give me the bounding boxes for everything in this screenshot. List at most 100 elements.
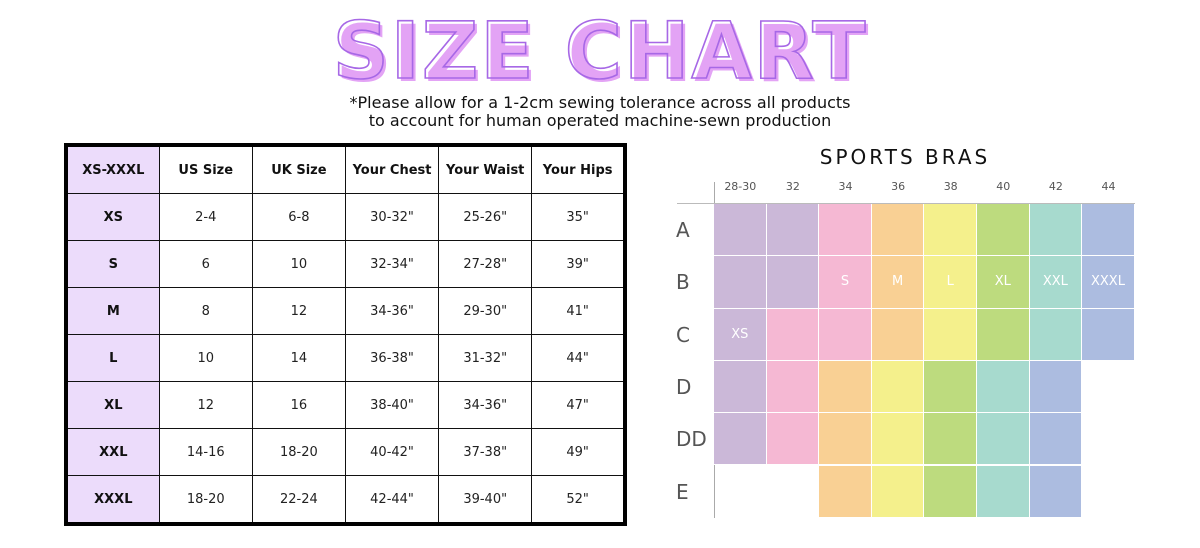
tolerance-note: *Please allow for a 1-2cm sewing toleran… xyxy=(0,94,1200,130)
cup-size-label: A xyxy=(676,218,690,242)
size-label-cell: XXL xyxy=(65,428,160,476)
size-cell-xxxl: XXXL xyxy=(1082,256,1135,309)
page-title: SIZE CHART SIZE CHART xyxy=(332,7,869,97)
table-cell: 37-38" xyxy=(438,428,533,476)
table-cell: 14 xyxy=(251,334,346,382)
header-us-size: US Size xyxy=(158,144,253,194)
size-cell-xs xyxy=(714,204,767,257)
title-area: SIZE CHART SIZE CHART xyxy=(0,7,1200,97)
band-size-label: 28-30 xyxy=(724,180,757,193)
table-header-row: XS-XXXL US Size UK Size Your Chest Your … xyxy=(65,144,626,194)
header-uk-size: UK Size xyxy=(251,144,346,194)
size-cell-s xyxy=(766,413,820,466)
table-cell: 52" xyxy=(531,475,626,525)
table-cell: 12 xyxy=(251,287,346,335)
table-cell: 12 xyxy=(158,381,253,429)
table-row: L 10 14 36-38" 31-32" 44" xyxy=(65,334,626,382)
size-cell-xxl: XXL xyxy=(1029,256,1083,309)
table-row: M 8 12 34-36" 29-30" 41" xyxy=(65,287,626,335)
cup-size-label: D xyxy=(676,374,692,399)
table-cell: 39" xyxy=(531,240,626,288)
size-cell-xxxl xyxy=(1029,465,1083,518)
size-cell-xs xyxy=(714,256,767,309)
table-cell: 22-24 xyxy=(251,475,346,525)
table-cell: 10 xyxy=(158,334,253,382)
size-cell-l xyxy=(871,465,925,518)
table-cell: 16 xyxy=(251,381,346,429)
cup-size-label: B xyxy=(676,270,690,295)
size-cell-m xyxy=(819,465,872,518)
size-cell-m xyxy=(871,204,925,257)
cup-size-label: DD xyxy=(676,427,707,452)
size-label-cell: XL xyxy=(65,381,160,429)
page-title-fill: SIZE CHART xyxy=(335,10,871,100)
tolerance-note-line2: to account for human operated machine-se… xyxy=(368,111,832,130)
sports-bras-title: SPORTS BRAS xyxy=(819,145,991,169)
table-cell: 30-32" xyxy=(344,193,440,241)
table-cell: 34-36" xyxy=(344,287,440,335)
band-size-label: 32 xyxy=(785,180,800,193)
table-cell: 18-20 xyxy=(251,428,346,476)
table-cell: 8 xyxy=(158,287,253,335)
band-size-label: 42 xyxy=(1048,180,1063,193)
header-hips: Your Hips xyxy=(531,144,626,194)
size-cell-xxxl xyxy=(1029,413,1083,466)
table-cell: 39-40" xyxy=(438,475,533,525)
size-cell-xxl xyxy=(977,465,1030,518)
table-cell: 25-26" xyxy=(438,193,533,241)
table-cell: 44" xyxy=(531,334,626,382)
size-cell-s: S xyxy=(819,256,872,309)
band-size-label: 44 xyxy=(1101,180,1116,193)
size-cell-xxl xyxy=(977,413,1030,466)
table-cell: 35" xyxy=(531,193,626,241)
table-cell: 49" xyxy=(531,428,626,476)
table-cell: 42-44" xyxy=(344,475,440,525)
band-size-label: 34 xyxy=(838,180,853,193)
size-cell-xl xyxy=(924,413,977,466)
band-size-label: 38 xyxy=(943,180,958,193)
size-label-cell: XS xyxy=(65,193,160,241)
tolerance-note-line1: *Please allow for a 1-2cm sewing toleran… xyxy=(349,93,851,112)
size-cell-xl xyxy=(977,308,1030,361)
table-cell: 6 xyxy=(158,240,253,288)
size-cell-m: M xyxy=(871,256,925,309)
size-cell-xl xyxy=(924,465,977,518)
header-chest: Your Chest xyxy=(344,144,440,194)
table-cell: 14-16 xyxy=(158,428,253,476)
size-cell-xs xyxy=(766,256,820,309)
table-cell: 38-40" xyxy=(344,381,440,429)
size-cell-l xyxy=(871,413,925,466)
size-cell-l xyxy=(871,360,925,414)
cup-size-label: C xyxy=(676,322,690,347)
size-cell-xl xyxy=(924,360,977,414)
size-cell-xl xyxy=(977,204,1030,257)
size-cell-s xyxy=(819,204,872,257)
table-row: XL 12 16 38-40" 34-36" 47" xyxy=(65,381,626,429)
table-cell: 34-36" xyxy=(438,381,533,429)
size-label-cell: S xyxy=(65,240,160,288)
header-size-range: XS-XXXL xyxy=(65,144,160,194)
size-cell-m xyxy=(819,360,872,414)
size-label-cell: M xyxy=(65,287,160,335)
size-cell-s xyxy=(766,360,820,414)
size-cell-s xyxy=(766,308,820,361)
size-cell-xl: XL xyxy=(977,256,1030,309)
table-row: S 6 10 32-34" 27-28" 39" xyxy=(65,240,626,288)
size-cell-l xyxy=(924,308,977,361)
size-cell-m xyxy=(871,308,925,361)
table-cell: 32-34" xyxy=(344,240,440,288)
x-axis-line xyxy=(677,203,1135,204)
table-cell: 18-20 xyxy=(158,475,253,525)
table-cell: 47" xyxy=(531,381,626,429)
table-row: XXXL 18-20 22-24 42-44" 39-40" 52" xyxy=(65,475,626,525)
size-cell-m xyxy=(819,413,872,466)
table-cell: 36-38" xyxy=(344,334,440,382)
page-title-outline: SIZE CHART xyxy=(332,7,868,97)
table-row: XXL 14-16 18-20 40-42" 37-38" 49" xyxy=(65,428,626,476)
size-cell-l xyxy=(924,204,977,257)
band-size-label: 40 xyxy=(996,180,1011,193)
size-cell-xs xyxy=(714,413,767,466)
table-cell: 29-30" xyxy=(438,287,533,335)
size-cell-xxxl xyxy=(1082,308,1135,361)
size-table: XS-XXXL US Size UK Size Your Chest Your … xyxy=(64,143,627,526)
